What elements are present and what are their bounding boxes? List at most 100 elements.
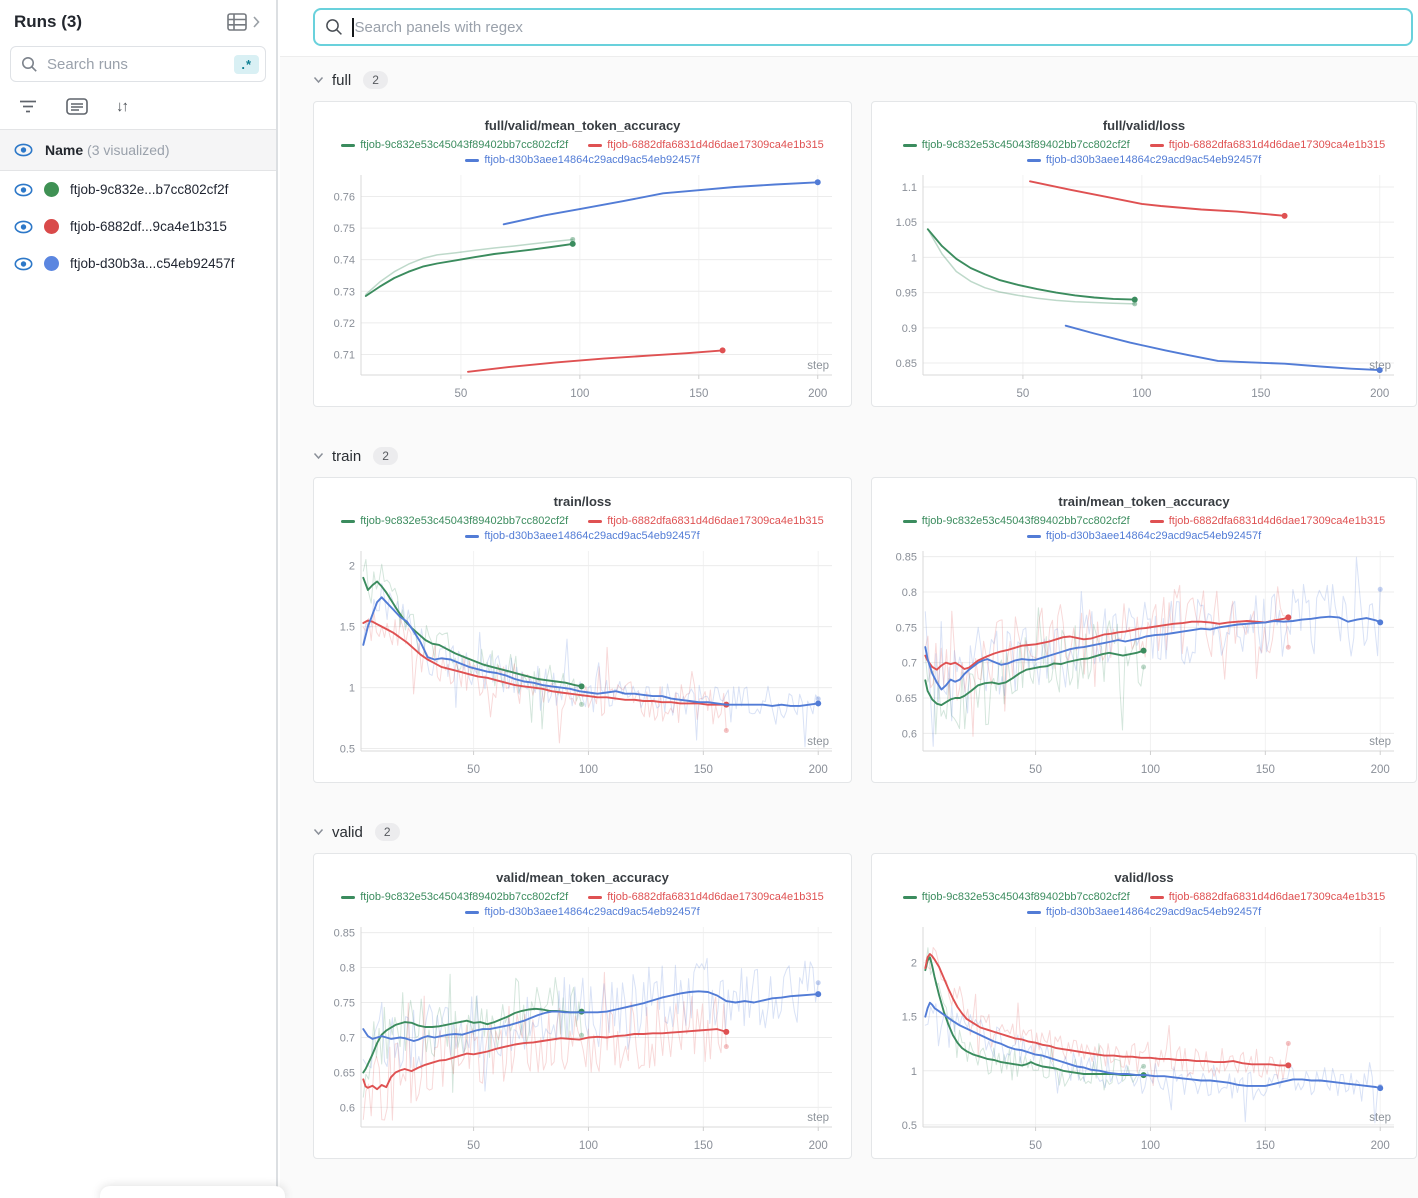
legend-entry[interactable]: ftjob-d30b3aee14864c29acd9ac54eb92457f [465,153,700,168]
runs-title: Runs (3) [14,12,82,31]
legend-entry[interactable]: ftjob-6882dfa6831d4d6dae17309ca4e1b315 [1149,514,1385,529]
filter-button[interactable] [18,99,38,114]
eye-icon[interactable] [14,257,33,271]
text-cursor [352,17,354,37]
search-panels-input[interactable]: Search panels with regex [313,8,1413,46]
legend-dash-icon [1149,520,1164,523]
legend-run-name: ftjob-9c832e53c45043f89402bb7cc802cf2f [360,139,569,151]
legend-entry[interactable]: ftjob-d30b3aee14864c29acd9ac54eb92457f [1026,905,1261,920]
legend-entry[interactable]: ftjob-9c832e53c45043f89402bb7cc802cf2f [902,514,1130,529]
legend-entry[interactable]: ftjob-d30b3aee14864c29acd9ac54eb92457f [465,529,700,544]
section-header-train[interactable]: train 2 [313,447,1418,465]
section-train: train 2 train/loss ftjob-9c832e53c45043f894… [313,447,1418,783]
svg-text:0.5: 0.5 [901,1120,916,1132]
legend-dash-icon [341,144,356,147]
svg-text:200: 200 [1370,388,1389,400]
legend-dash-icon [341,896,356,899]
eye-icon[interactable] [14,143,33,157]
runs-column-header[interactable]: Name (3 visualized) [0,129,276,171]
svg-text:50: 50 [455,388,468,400]
panels-row: full/valid/mean_token_accuracy ftjob-9c83… [313,101,1418,407]
search-runs-input[interactable] [45,54,235,74]
plot-area [926,180,1383,374]
panel-valid-mean-token-accuracy[interactable]: valid/mean_token_accuracy ftjob-9c832e53c… [313,853,852,1159]
svg-text:150: 150 [689,388,708,400]
table-expand-button[interactable] [227,12,260,32]
panel-train-mean-token-accuracy[interactable]: train/mean_token_accuracy ftjob-9c832e53c… [871,477,1417,783]
chevron-down-icon[interactable] [313,828,324,836]
svg-text:100: 100 [570,388,589,400]
panel-valid-loss[interactable]: valid/loss ftjob-9c832e53c45043f89402bb7c… [871,853,1417,1159]
svg-text:0.8: 0.8 [340,963,355,975]
line-chart[interactable]: 0.5 1 1.5 2 50 100 150 200 step [321,545,844,781]
panel-train-loss[interactable]: train/loss ftjob-9c832e53c45043f89402bb7c… [313,477,852,783]
svg-text:0.65: 0.65 [895,693,916,705]
panel-full-valid-loss[interactable]: full/valid/loss ftjob-9c832e53c45043f8940… [871,101,1417,407]
legend-entry[interactable]: ftjob-9c832e53c45043f89402bb7cc802cf2f [902,890,1130,905]
list-view-button[interactable] [66,98,88,115]
svg-text:step: step [807,736,829,748]
search-panels-placeholder: Search panels with regex [354,18,523,36]
svg-text:0.75: 0.75 [895,622,916,634]
legend-entry[interactable]: ftjob-6882dfa6831d4d6dae17309ca4e1b315 [588,514,824,529]
regex-toggle[interactable]: .* [234,54,259,74]
panel-full-valid-mean-token-accuracy[interactable]: full/valid/mean_token_accuracy ftjob-9c83… [313,101,852,407]
legend-entry[interactable]: ftjob-6882dfa6831d4d6dae17309ca4e1b315 [1149,138,1385,153]
svg-text:0.6: 0.6 [901,728,916,740]
plot-area [364,179,821,373]
legend-entry[interactable]: ftjob-d30b3aee14864c29acd9ac54eb92457f [1026,153,1261,168]
run-row[interactable]: ftjob-9c832e...b7cc802cf2f [0,171,276,208]
plot-area [362,559,822,748]
legend-dash-icon [1026,159,1041,162]
legend-entry[interactable]: ftjob-6882dfa6831d4d6dae17309ca4e1b315 [588,890,824,905]
column-name-label: Name [45,142,84,158]
legend-entry[interactable]: ftjob-d30b3aee14864c29acd9ac54eb92457f [1026,529,1261,544]
legend-run-name: ftjob-6882dfa6831d4d6dae17309ca4e1b315 [607,139,824,151]
line-chart[interactable]: 0.6 0.65 0.7 0.75 0.8 0.85 50 100 150 200 step [883,545,1406,781]
run-label: ftjob-6882df...9ca4e1b315 [70,219,227,234]
svg-text:100: 100 [1140,764,1159,776]
panel-sections: full 2 full/valid/mean_token_accuracy ftjob… [313,71,1418,1159]
line-chart[interactable]: 0.5 1 1.5 2 50 100 150 200 step [883,921,1406,1157]
run-label: ftjob-9c832e...b7cc802cf2f [70,182,229,197]
legend-dash-icon [1026,535,1041,538]
eye-icon[interactable] [14,183,33,197]
legend-run-name: ftjob-9c832e53c45043f89402bb7cc802cf2f [921,139,1130,151]
panel-search-bar: Search panels with regex [280,0,1418,56]
svg-text:1.1: 1.1 [901,182,916,194]
legend-entry[interactable]: ftjob-6882dfa6831d4d6dae17309ca4e1b315 [588,138,824,153]
legend-run-name: ftjob-9c832e53c45043f89402bb7cc802cf2f [360,515,569,527]
svg-text:200: 200 [1370,1140,1389,1152]
svg-text:100: 100 [1132,388,1151,400]
run-row[interactable]: ftjob-d30b3a...c54eb92457f [0,245,276,282]
legend-entry[interactable]: ftjob-9c832e53c45043f89402bb7cc802cf2f [341,890,568,905]
legend-entry[interactable]: ftjob-9c832e53c45043f89402bb7cc802cf2f [902,138,1130,153]
legend-entry[interactable]: ftjob-9c832e53c45043f89402bb7cc802cf2f [341,514,568,529]
runs-sidebar: Runs (3) .* [0,0,278,1198]
legend-entry[interactable]: ftjob-9c832e53c45043f89402bb7cc802cf2f [341,138,568,153]
eye-icon[interactable] [14,220,33,234]
legend-dash-icon [465,535,480,538]
svg-text:0.72: 0.72 [334,318,355,330]
section-count-badge: 2 [363,71,388,89]
chevron-down-icon[interactable] [313,452,324,460]
line-chart[interactable]: 0.71 0.72 0.73 0.74 0.75 0.76 50 100 150 200 step [321,169,844,405]
section-header-full[interactable]: full 2 [313,71,1418,89]
panel-title: valid/loss [1114,870,1174,885]
svg-text:1: 1 [910,252,916,264]
legend-entry[interactable]: ftjob-6882dfa6831d4d6dae17309ca4e1b315 [1149,890,1385,905]
legend-entry[interactable]: ftjob-d30b3aee14864c29acd9ac54eb92457f [465,905,700,920]
chevron-down-icon[interactable] [313,76,324,84]
legend-run-name: ftjob-d30b3aee14864c29acd9ac54eb92457f [484,154,700,166]
section-header-valid[interactable]: valid 2 [313,823,1418,841]
search-runs-box[interactable]: .* [10,46,266,82]
run-row[interactable]: ftjob-6882df...9ca4e1b315 [0,208,276,245]
legend-run-name: ftjob-9c832e53c45043f89402bb7cc802cf2f [921,891,1130,903]
list-view-icon [66,98,88,115]
sort-button[interactable]: ↓↑ [116,98,129,115]
section-valid: valid 2 valid/mean_token_accuracy ftjob-9c8… [313,823,1418,1159]
svg-text:0.71: 0.71 [334,349,355,361]
line-chart[interactable]: 0.6 0.65 0.7 0.75 0.8 0.85 50 100 150 200 step [321,921,844,1157]
search-icon [22,56,37,72]
